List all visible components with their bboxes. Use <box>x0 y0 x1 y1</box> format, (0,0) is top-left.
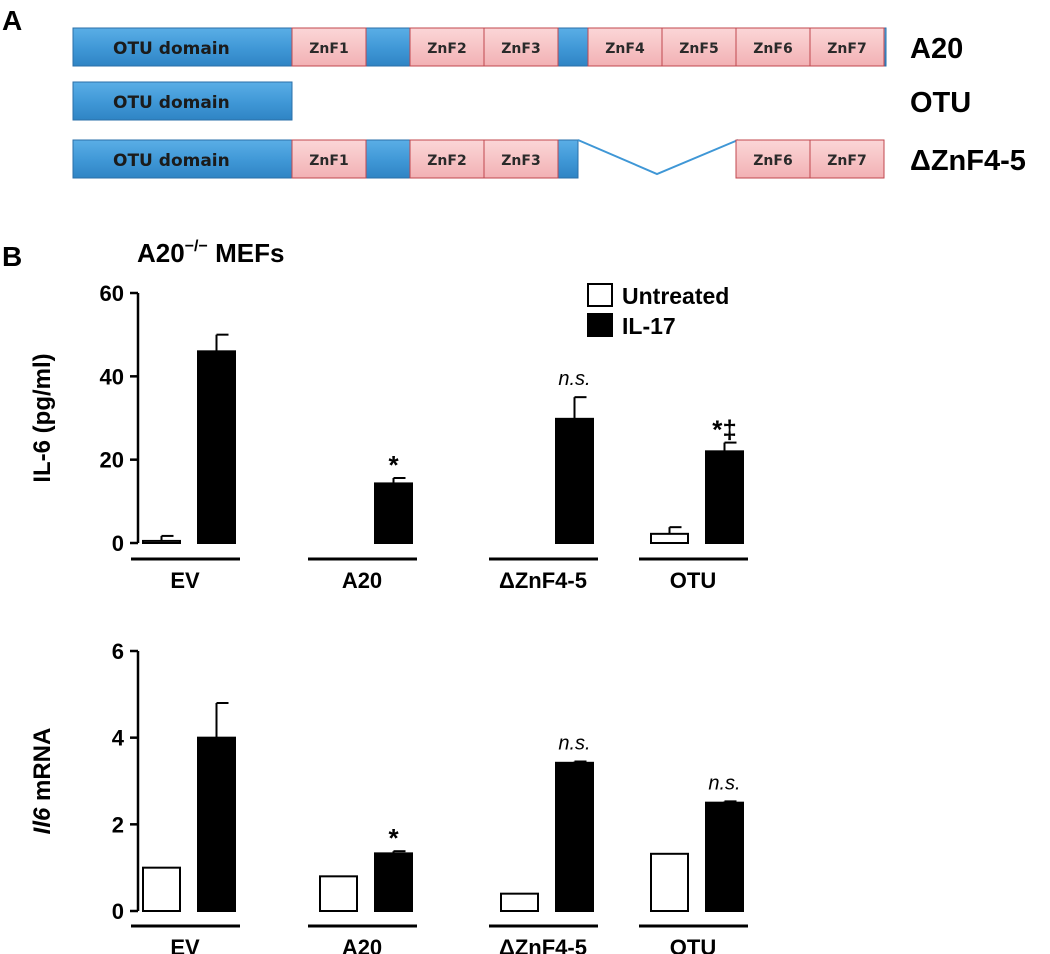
znf-label-znf1: ZnF1 <box>309 153 348 169</box>
construct-diagrams: OTU domain ZnF1 ZnF2 ZnF3 ZnF4 ZnF5 ZnF6 ZnF7 A2… <box>72 27 1026 179</box>
il6-mrna-chart: 0 2 4 6 Il6 mRNA EV A20 * ΔZnF4-5 n.s. OTU n.s. <box>29 639 748 954</box>
category-label: EV <box>170 935 200 954</box>
znf-label-znf2: ZnF2 <box>427 41 466 57</box>
znf-label-znf2: ZnF2 <box>427 153 466 169</box>
znf-label-znf7: ZnF7 <box>827 41 866 57</box>
y-tick-label: 60 <box>100 281 124 306</box>
y-axis-label: Il6 mRNA <box>29 728 56 835</box>
znf-box-znf6 <box>735 27 811 67</box>
znf-box-znf2 <box>409 27 485 67</box>
significance-annotation: n.s. <box>558 733 590 755</box>
znf-box-znf6 <box>735 139 811 179</box>
deletion-connector <box>577 139 739 176</box>
panel-b-label: B <box>2 241 22 272</box>
significance-annotation: * <box>388 823 399 853</box>
znf-label-znf4: ZnF4 <box>605 41 645 57</box>
znf-box-znf5 <box>661 27 737 67</box>
znf-box-znf3 <box>483 139 559 179</box>
category-label: ΔZnF4-5 <box>499 568 587 593</box>
bar-untreated-1 <box>319 875 358 912</box>
y-tick-label: 2 <box>112 812 124 837</box>
legend-swatch <box>587 313 613 337</box>
y-axis-label: IL-6 (pg/ml) <box>29 353 56 482</box>
y-tick-label: 6 <box>112 639 124 664</box>
bar-untreated-3 <box>650 532 689 544</box>
significance-annotation: * <box>388 450 399 480</box>
y-tick-label: 40 <box>100 364 124 389</box>
construct-a20: OTU domain ZnF1 ZnF2 ZnF3 ZnF4 ZnF5 ZnF6 ZnF7 A2… <box>72 27 963 67</box>
bar-untreated-0 <box>142 866 181 913</box>
construct-name: A20 <box>910 33 963 65</box>
legend-swatch <box>587 283 613 307</box>
significance-annotation: n.s. <box>558 368 590 390</box>
y-axis-label-rest: mRNA <box>29 728 56 808</box>
legend-label: IL-17 <box>622 313 676 339</box>
otu-domain-label: OTU domain <box>113 93 230 113</box>
construct-znf4-5: OTU domain ZnF1 ZnF2 ZnF3 ZnF6 ZnF7 ΔZnF4-5 <box>72 139 1026 179</box>
znf-box-znf7 <box>809 139 885 179</box>
znf-label-znf6: ZnF6 <box>753 153 792 169</box>
bar-untreated-3 <box>650 852 689 912</box>
znf-box-znf2 <box>409 139 485 179</box>
znf-label-znf1: ZnF1 <box>309 41 348 57</box>
panel-b-title-rest: MEFs <box>208 238 285 268</box>
bar-il17-3 <box>705 801 744 913</box>
znf-box-znf3 <box>483 27 559 67</box>
panel-b-title-sup: −/− <box>185 238 208 255</box>
significance-annotation: *‡ <box>712 415 737 445</box>
il6-protein-chart: 0 20 40 60 IL-6 (pg/ml) EV A20 * ΔZnF4-5 n.s. OTU *… <box>29 281 748 593</box>
znf-label-znf6: ZnF6 <box>753 41 792 57</box>
category-label: OTU <box>670 568 716 593</box>
znf-box-znf1 <box>291 139 367 179</box>
bar-il17-3 <box>705 450 744 545</box>
y-tick-label: 0 <box>112 899 124 924</box>
znf-label-znf3: ZnF3 <box>501 153 540 169</box>
category-label: OTU <box>670 935 716 954</box>
bar-il17-1 <box>374 482 413 544</box>
category-label: A20 <box>342 568 382 593</box>
construct-otu: OTU domain OTU <box>72 81 971 121</box>
znf-label-znf5: ZnF5 <box>679 41 718 57</box>
bar-untreated-2 <box>500 892 539 913</box>
category-label: ΔZnF4-5 <box>499 935 587 954</box>
panel-b-title-main: A20 <box>137 238 185 268</box>
bar-il17-2 <box>555 417 594 545</box>
panel-b-title: A20−/− MEFs <box>137 238 284 268</box>
category-label: A20 <box>342 935 382 954</box>
znf-box-znf1 <box>291 27 367 67</box>
bar-il17-0 <box>197 736 236 913</box>
bar-il17-0 <box>197 350 236 545</box>
otu-domain-label: OTU domain <box>113 151 230 171</box>
panel-a: A OTU domain ZnF1 ZnF2 ZnF3 ZnF4 ZnF5 ZnF6 ZnF7… <box>2 5 1026 179</box>
construct-name: OTU <box>910 87 971 119</box>
znf-box-znf4 <box>587 27 663 67</box>
bar-il17-1 <box>374 852 413 912</box>
y-tick-label: 0 <box>112 531 124 556</box>
bar-il17-2 <box>555 761 594 912</box>
legend-label: Untreated <box>622 283 729 309</box>
y-axis-label-gene: Il6 <box>29 807 56 834</box>
znf-box-znf7 <box>809 27 885 67</box>
bar-untreated-0 <box>142 539 181 545</box>
panel-a-label: A <box>2 5 22 36</box>
otu-domain-band <box>72 81 293 121</box>
construct-name: ΔZnF4-5 <box>910 145 1026 177</box>
y-tick-label: 20 <box>100 448 124 473</box>
category-label: EV <box>170 568 200 593</box>
znf-label-znf7: ZnF7 <box>827 153 866 169</box>
otu-domain-label: OTU domain <box>113 39 230 59</box>
znf-label-znf3: ZnF3 <box>501 41 540 57</box>
significance-annotation: n.s. <box>708 772 740 794</box>
y-tick-label: 4 <box>112 726 125 751</box>
